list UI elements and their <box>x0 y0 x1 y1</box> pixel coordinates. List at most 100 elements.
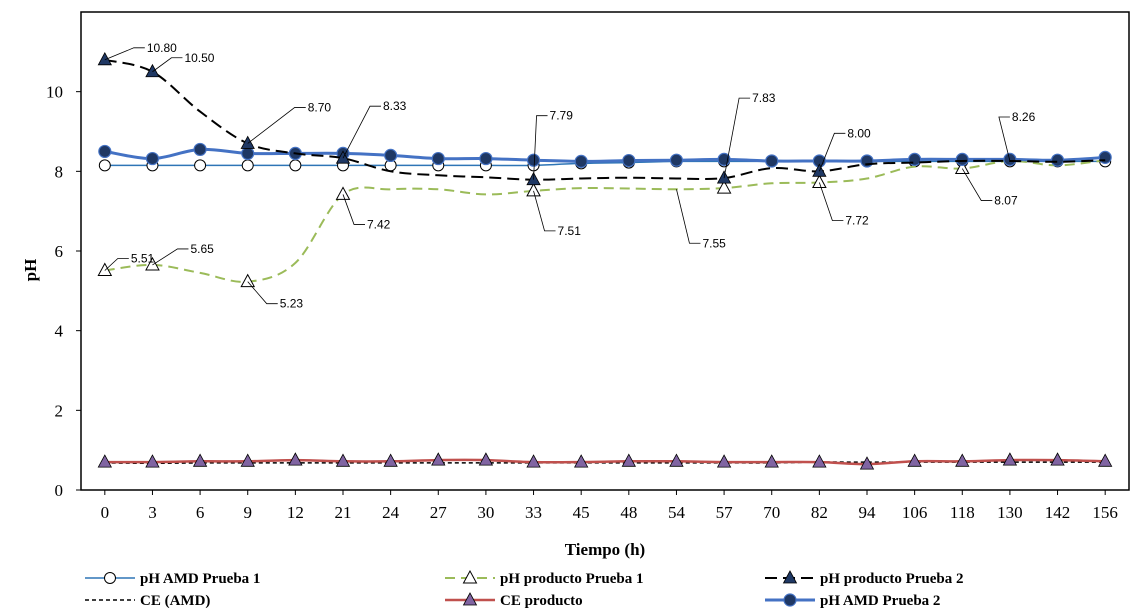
x-tick-label: 57 <box>716 503 734 522</box>
x-tick-label: 6 <box>196 503 205 522</box>
y-tick-label: 0 <box>55 481 64 500</box>
data-point <box>145 454 160 468</box>
x-tick-label: 33 <box>525 503 542 522</box>
leader-line <box>247 107 306 144</box>
legend-item-ceamd: CE (AMD) <box>85 593 210 609</box>
data-point <box>955 453 970 467</box>
data-label-text: 5.23 <box>280 297 304 311</box>
data-point <box>335 150 351 164</box>
plot-frame <box>80 11 1130 491</box>
data-label: 8.07 <box>961 168 1018 208</box>
data-point <box>907 453 922 467</box>
data-point <box>1050 452 1065 466</box>
leader-line <box>818 182 844 221</box>
data-label-text: 8.70 <box>308 100 332 114</box>
data-point <box>431 151 445 166</box>
data-label: 5.51 <box>104 252 154 271</box>
data-label: 7.42 <box>342 194 391 231</box>
leader-line <box>152 57 183 73</box>
x-tick-label: 3 <box>148 503 157 522</box>
legend-item-prod1: pH producto Prueba 1 <box>445 569 644 587</box>
leader-line <box>342 194 365 225</box>
y-tick-label: 10 <box>46 83 63 102</box>
x-tick-label: 82 <box>811 503 828 522</box>
data-label-text: 7.55 <box>702 236 726 250</box>
y-tick-label: 2 <box>55 401 64 420</box>
x-tick-label: 142 <box>1045 503 1071 522</box>
data-point <box>812 174 827 188</box>
annotation-layer: 10.80 10.50 8.70 8.33 7.79 7.83 8.00 8.26 5.51 5.… <box>104 41 1036 311</box>
data-point <box>669 153 684 167</box>
leader-line <box>104 47 145 61</box>
data-label-text: 7.83 <box>752 91 776 105</box>
series-line <box>104 458 1106 466</box>
legend-item-ceprod: CE producto <box>445 592 583 609</box>
data-point <box>669 453 684 467</box>
data-label: 10.50 <box>152 51 215 73</box>
data-label: 8.26 <box>998 110 1036 162</box>
data-point <box>526 153 541 167</box>
leader-line <box>104 258 129 271</box>
data-point <box>1098 150 1112 164</box>
legend: pH AMD Prueba 1 pH producto Prueba 1 pH pr… <box>85 569 964 609</box>
data-label: 7.55 <box>676 189 726 250</box>
legend-swatch-marker <box>104 572 116 584</box>
data-point <box>384 148 398 162</box>
data-point <box>240 453 255 467</box>
data-point <box>478 452 494 466</box>
data-label-text: 7.79 <box>550 109 574 123</box>
data-point <box>145 256 160 271</box>
data-label-text: 8.00 <box>847 126 871 140</box>
data-label-text: 7.42 <box>367 217 391 231</box>
data-point <box>288 452 303 466</box>
data-label: 8.00 <box>818 126 871 172</box>
legend-label: pH producto Prueba 1 <box>500 571 644 587</box>
legend-label: CE (AMD) <box>140 593 210 609</box>
data-label: 5.65 <box>152 242 214 266</box>
data-label-text: 7.72 <box>845 213 869 227</box>
data-label-text: 8.26 <box>1012 110 1036 124</box>
data-point <box>431 452 446 466</box>
legend-swatch-marker <box>462 569 478 584</box>
x-axis-title: Tiempo (h) <box>565 540 645 559</box>
data-point <box>145 63 160 78</box>
x-tick-label: 54 <box>668 503 686 522</box>
data-point <box>574 154 588 168</box>
data-label: 7.51 <box>533 190 581 238</box>
data-point <box>241 159 254 172</box>
x-tick-label: 106 <box>902 503 928 522</box>
data-point <box>192 453 208 467</box>
data-point <box>526 182 541 197</box>
leader-line <box>247 281 278 305</box>
leader-line <box>533 115 548 180</box>
data-point <box>955 152 969 166</box>
data-point <box>1098 453 1113 467</box>
legend-label: pH AMD Prueba 1 <box>140 571 260 587</box>
x-tick-label: 24 <box>382 503 400 522</box>
x-tick-label: 70 <box>763 503 780 522</box>
data-point <box>716 454 732 468</box>
data-point <box>1002 452 1018 466</box>
data-point <box>97 454 112 468</box>
data-label-text: 8.33 <box>383 99 407 113</box>
legend-swatch-marker <box>462 592 478 606</box>
x-tick-label: 156 <box>1092 503 1118 522</box>
data-point <box>145 151 160 166</box>
x-tick-label: 94 <box>859 503 877 522</box>
series-line <box>104 58 1106 181</box>
data-label: 7.83 <box>723 91 776 179</box>
data-point <box>240 135 255 149</box>
data-point <box>335 186 351 200</box>
x-tick-label: 118 <box>950 503 975 522</box>
x-tick-label: 21 <box>335 503 352 522</box>
data-label-text: 10.80 <box>147 41 177 55</box>
x-tick-label: 9 <box>243 503 252 522</box>
data-point <box>335 453 351 467</box>
leader-line <box>342 105 381 159</box>
x-tick-label: 130 <box>997 503 1023 522</box>
data-label: 8.33 <box>342 99 407 159</box>
data-label-text: 10.50 <box>184 51 214 65</box>
x-tick-label: 30 <box>477 503 494 522</box>
legend-label: CE producto <box>500 593 583 609</box>
